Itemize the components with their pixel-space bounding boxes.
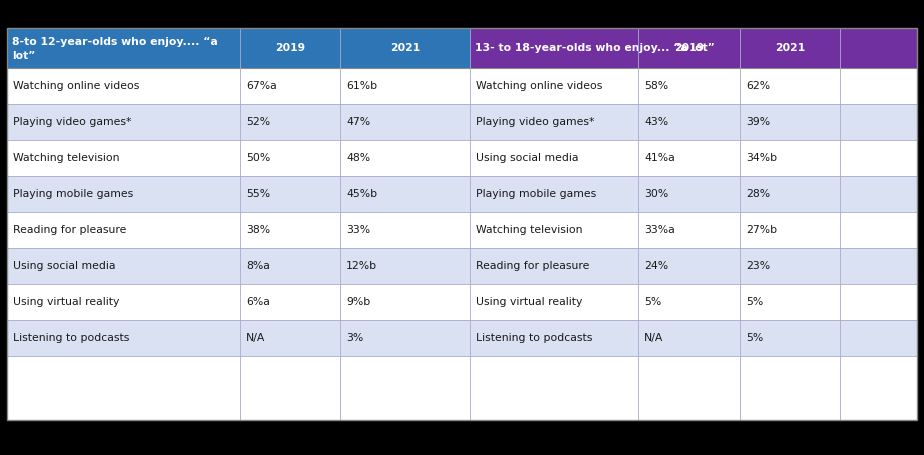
Text: 28%: 28% [746,189,770,199]
Bar [7,104,917,140]
Text: 2021: 2021 [390,43,420,53]
Bar [638,28,740,68]
Text: Using virtual reality: Using virtual reality [476,297,582,307]
Bar [7,28,917,420]
Text: Playing video games*: Playing video games* [13,117,131,127]
Bar [470,28,638,68]
Bar [7,140,917,176]
Text: 2019: 2019 [674,43,704,53]
Text: 45%b: 45%b [346,189,377,199]
Text: 13- to 18-year-olds who enjoy... “a lot”: 13- to 18-year-olds who enjoy... “a lot” [475,43,715,53]
Text: N/A: N/A [644,333,663,343]
Text: 50%: 50% [246,153,270,163]
Text: 58%: 58% [644,81,668,91]
Text: 33%: 33% [346,225,371,235]
Text: 62%: 62% [746,81,770,91]
Text: 39%: 39% [746,117,770,127]
Text: 12%b: 12%b [346,261,377,271]
Text: 52%: 52% [246,117,270,127]
Text: 2019: 2019 [275,43,305,53]
Text: Playing video games*: Playing video games* [476,117,594,127]
Bar [740,28,840,68]
Text: 38%: 38% [246,225,270,235]
Text: Playing mobile games: Playing mobile games [13,189,133,199]
Bar [7,212,917,248]
Text: 41%a: 41%a [644,153,675,163]
Text: 30%: 30% [644,189,668,199]
Text: 5%: 5% [746,333,763,343]
Text: 27%b: 27%b [746,225,777,235]
Text: 3%: 3% [346,333,363,343]
Bar [7,176,917,212]
Bar [340,28,470,68]
Text: Reading for pleasure: Reading for pleasure [476,261,590,271]
Text: N/A: N/A [246,333,265,343]
Text: 33%a: 33%a [644,225,675,235]
Text: 6%a: 6%a [246,297,270,307]
Text: 24%: 24% [644,261,668,271]
Text: Watching online videos: Watching online videos [476,81,602,91]
Text: Listening to podcasts: Listening to podcasts [13,333,129,343]
Text: 8-to 12-year-olds who enjoy.... “a: 8-to 12-year-olds who enjoy.... “a [12,37,218,47]
Text: 5%: 5% [746,297,763,307]
Text: Using virtual reality: Using virtual reality [13,297,119,307]
Text: Playing mobile games: Playing mobile games [476,189,596,199]
Bar [7,68,917,104]
Bar [240,28,340,68]
Text: 61%b: 61%b [346,81,377,91]
Text: 34%b: 34%b [746,153,777,163]
Text: 8%a: 8%a [246,261,270,271]
Text: 23%: 23% [746,261,770,271]
Text: 67%a: 67%a [246,81,277,91]
Text: Watching online videos: Watching online videos [13,81,140,91]
Text: Watching television: Watching television [476,225,582,235]
Text: Listening to podcasts: Listening to podcasts [476,333,592,343]
Text: 55%: 55% [246,189,270,199]
Bar [7,284,917,320]
Text: 43%: 43% [644,117,668,127]
Text: 2021: 2021 [775,43,805,53]
Text: Using social media: Using social media [13,261,116,271]
Text: lot”: lot” [12,51,35,61]
Text: 9%b: 9%b [346,297,371,307]
Bar [7,320,917,356]
Text: Using social media: Using social media [476,153,578,163]
Text: 48%: 48% [346,153,371,163]
Bar [7,248,917,284]
Text: Watching television: Watching television [13,153,119,163]
Bar [840,28,917,68]
Bar [7,28,240,68]
Text: 47%: 47% [346,117,371,127]
Text: Reading for pleasure: Reading for pleasure [13,225,127,235]
Text: 5%: 5% [644,297,662,307]
Bar [7,28,917,420]
